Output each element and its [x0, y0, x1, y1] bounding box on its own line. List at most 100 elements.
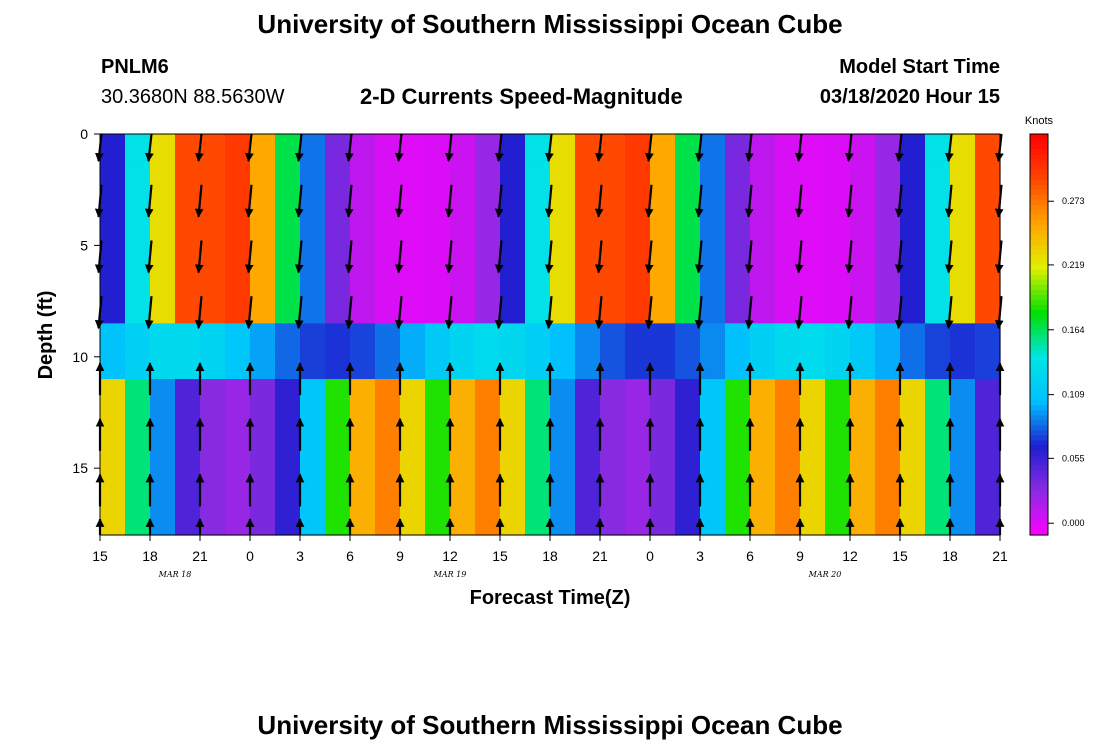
heatmap-cell	[600, 234, 626, 246]
heatmap-cell	[850, 423, 876, 436]
heatmap-cell	[900, 134, 926, 146]
heatmap-cell	[175, 223, 201, 235]
heatmap-cell	[325, 345, 351, 358]
heatmap-cell	[550, 312, 576, 324]
heatmap-cell	[475, 156, 501, 169]
heatmap-cell	[825, 245, 851, 258]
heatmap-cell	[700, 256, 726, 269]
heatmap-cell	[875, 479, 901, 492]
heatmap-cell	[250, 468, 276, 480]
heatmap-cell	[275, 178, 301, 191]
heatmap-cell	[800, 479, 826, 492]
heatmap-cell	[100, 490, 126, 503]
heatmap-cell	[575, 390, 601, 402]
heatmap-cell	[575, 345, 601, 358]
heatmap-cell	[575, 234, 601, 246]
heatmap-cell	[950, 200, 976, 213]
colorbar-tick-label: 0.273	[1062, 196, 1085, 206]
heatmap-cell	[875, 289, 901, 302]
current-vector	[894, 133, 904, 162]
heatmap-cell	[375, 334, 401, 347]
heatmap-cell	[425, 468, 451, 480]
heatmap-cell	[600, 367, 626, 380]
heatmap-cell	[525, 479, 551, 492]
heatmap-cell	[325, 145, 351, 157]
heatmap-cell	[850, 334, 876, 347]
heatmap-cell	[875, 211, 901, 224]
heatmap-cell	[525, 211, 551, 224]
heatmap-cell	[100, 512, 126, 525]
heatmap-cell	[200, 234, 226, 246]
heatmap-cell	[450, 523, 476, 536]
heatmap-cell	[150, 434, 176, 447]
heatmap-cell	[675, 278, 701, 291]
heatmap-cell	[450, 223, 476, 235]
heatmap-cell	[200, 445, 226, 458]
heatmap-cell	[325, 390, 351, 402]
colorbar-segment	[1030, 159, 1048, 165]
heatmap-cell	[875, 501, 901, 514]
heatmap-cell	[725, 145, 751, 157]
heatmap-cell	[975, 211, 1001, 224]
current-vector	[844, 133, 854, 162]
heatmap-cell	[950, 479, 976, 492]
colorbar-segment	[1030, 349, 1048, 356]
heatmap-cell	[200, 267, 226, 280]
heatmap-cell	[900, 289, 926, 302]
heatmap-cell	[575, 434, 601, 447]
heatmap-cell	[100, 301, 126, 313]
heatmap-cell	[450, 156, 476, 169]
heatmap-cell	[850, 189, 876, 202]
heatmap-cell	[900, 167, 926, 180]
heatmap-cell	[450, 145, 476, 157]
heatmap-cell	[225, 223, 251, 235]
heatmap-cell	[475, 189, 501, 202]
heatmap-cell	[450, 245, 476, 258]
heatmap-cell	[925, 445, 951, 458]
heatmap-cell	[300, 323, 326, 336]
colorbar-segment	[1030, 239, 1048, 245]
heatmap-cell	[175, 501, 201, 514]
heatmap-cell	[175, 267, 201, 280]
colorbar-segment	[1030, 379, 1048, 386]
heatmap-cell	[600, 211, 626, 224]
heatmap-cell	[825, 479, 851, 492]
heatmap-cell	[625, 323, 651, 336]
heatmap-cell	[500, 512, 526, 525]
heatmap-cell	[675, 267, 701, 280]
heatmap-cell	[775, 223, 801, 235]
heatmap-cell	[925, 390, 951, 402]
heatmap-cell	[175, 312, 201, 324]
heatmap-cell	[525, 200, 551, 213]
heatmap-cell	[100, 200, 126, 213]
heatmap-cell	[150, 178, 176, 191]
heatmap-cell	[950, 445, 976, 458]
heatmap-cell	[700, 356, 726, 369]
heatmap-cell	[600, 523, 626, 536]
heatmap-cell	[225, 512, 251, 525]
heatmap-cell	[375, 445, 401, 458]
colorbar-segment	[1030, 299, 1048, 306]
heatmap-cell	[125, 289, 151, 302]
heatmap-cell	[275, 145, 301, 157]
heatmap-cell	[600, 145, 626, 157]
current-vector	[544, 240, 554, 274]
heatmap-cell	[750, 523, 776, 536]
heatmap-cell	[100, 479, 126, 492]
colorbar-tick-label: 0.000	[1062, 518, 1085, 528]
heatmap-cell	[175, 323, 201, 336]
heatmap-cell	[375, 289, 401, 302]
heatmap-cell	[425, 423, 451, 436]
heatmap-cell	[125, 501, 151, 514]
heatmap-cell	[650, 445, 676, 458]
heatmap-cell	[200, 278, 226, 291]
current-vector	[244, 133, 254, 162]
current-vector	[294, 296, 304, 330]
heatmap-cell	[150, 223, 176, 235]
heatmap-cell	[325, 367, 351, 380]
heatmap-cell	[975, 457, 1001, 469]
heatmap-cell	[475, 178, 501, 191]
heatmap-cell	[525, 401, 551, 414]
heatmap-cell	[775, 468, 801, 480]
heatmap-cell	[400, 312, 426, 324]
